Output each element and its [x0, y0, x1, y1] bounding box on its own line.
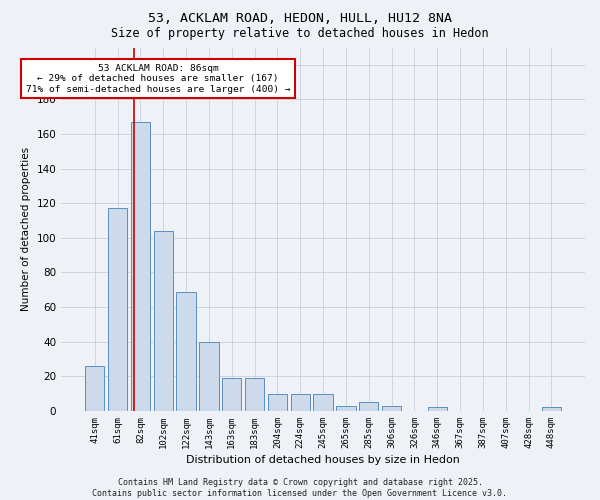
X-axis label: Distribution of detached houses by size in Hedon: Distribution of detached houses by size … [186, 455, 460, 465]
Bar [313, 394, 333, 411]
Bar [154, 231, 173, 411]
Bar [359, 402, 379, 411]
Y-axis label: Number of detached properties: Number of detached properties [21, 147, 31, 312]
Text: Contains HM Land Registry data © Crown copyright and database right 2025.
Contai: Contains HM Land Registry data © Crown c… [92, 478, 508, 498]
Bar [428, 408, 447, 411]
Bar [290, 394, 310, 411]
Text: Size of property relative to detached houses in Hedon: Size of property relative to detached ho… [111, 28, 489, 40]
Bar [336, 406, 356, 411]
Bar [222, 378, 241, 411]
Bar [199, 342, 218, 411]
Bar [542, 408, 561, 411]
Bar [131, 122, 150, 411]
Bar [176, 292, 196, 411]
Text: 53, ACKLAM ROAD, HEDON, HULL, HU12 8NA: 53, ACKLAM ROAD, HEDON, HULL, HU12 8NA [148, 12, 452, 26]
Bar [85, 366, 104, 411]
Text: 53 ACKLAM ROAD: 86sqm
← 29% of detached houses are smaller (167)
71% of semi-det: 53 ACKLAM ROAD: 86sqm ← 29% of detached … [26, 64, 290, 94]
Bar [268, 394, 287, 411]
Bar [108, 208, 127, 411]
Bar [382, 406, 401, 411]
Bar [245, 378, 265, 411]
